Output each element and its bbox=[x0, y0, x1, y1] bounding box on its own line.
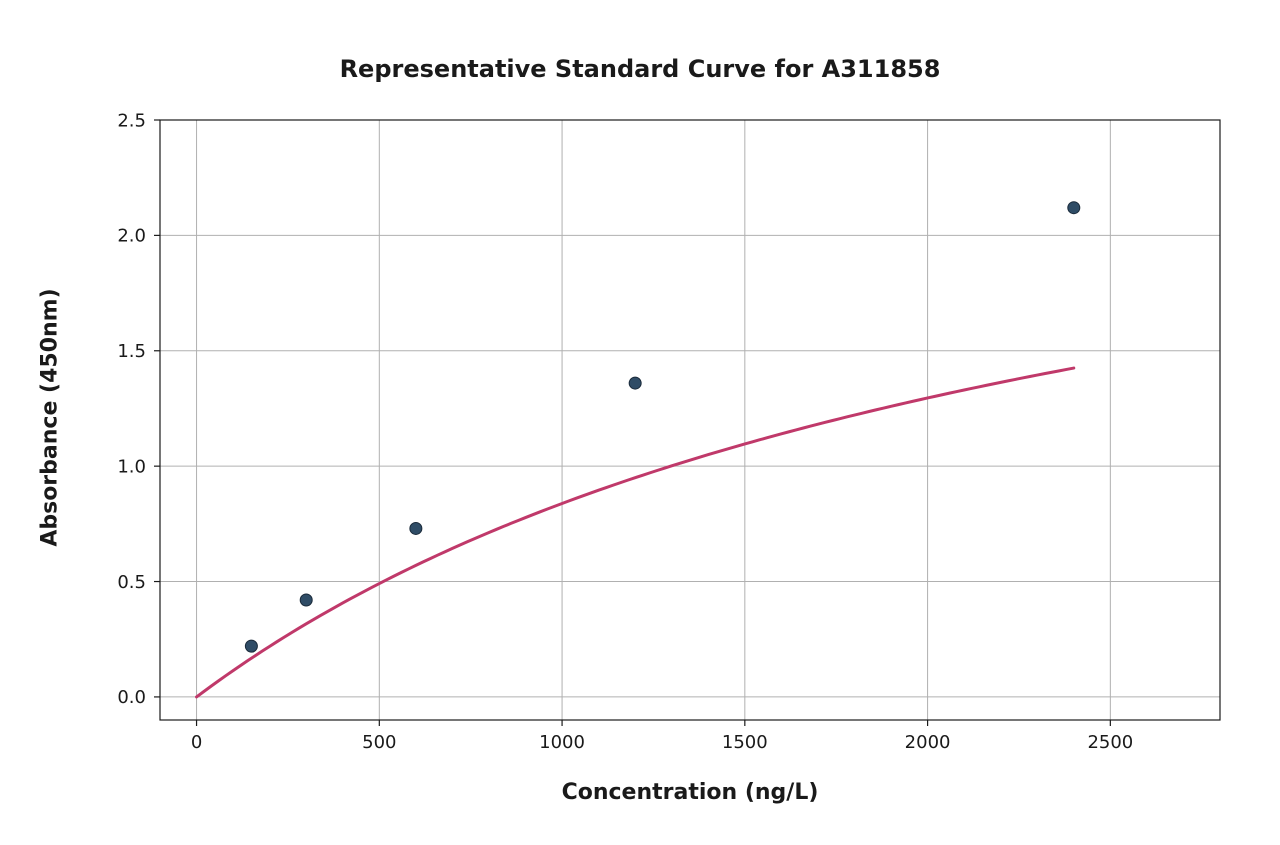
x-tick-label: 1500 bbox=[722, 732, 768, 753]
data-point bbox=[629, 377, 641, 389]
y-tick-label: 2.0 bbox=[117, 226, 146, 247]
y-tick-label: 1.0 bbox=[117, 456, 146, 477]
chart-svg: 0 500 1000 1500 2000 2500 0.0 0.5 1.0 1.5 2.0 2.5 bbox=[0, 0, 1280, 845]
y-tick-label: 1.5 bbox=[117, 341, 146, 362]
x-tick-label: 2000 bbox=[905, 732, 951, 753]
data-point bbox=[410, 522, 422, 534]
y-tick-label: 0.5 bbox=[117, 572, 146, 593]
data-point bbox=[245, 640, 257, 652]
x-tick-label: 500 bbox=[362, 732, 396, 753]
y-tick-label: 0.0 bbox=[117, 687, 146, 708]
chart-container: Representative Standard Curve for A31185… bbox=[0, 0, 1280, 845]
x-tick-label: 1000 bbox=[539, 732, 585, 753]
y-tick-label: 2.5 bbox=[117, 110, 146, 131]
data-point bbox=[300, 594, 312, 606]
x-tick-label: 2500 bbox=[1087, 732, 1133, 753]
x-tick-label: 0 bbox=[191, 732, 202, 753]
data-point bbox=[1068, 202, 1080, 214]
